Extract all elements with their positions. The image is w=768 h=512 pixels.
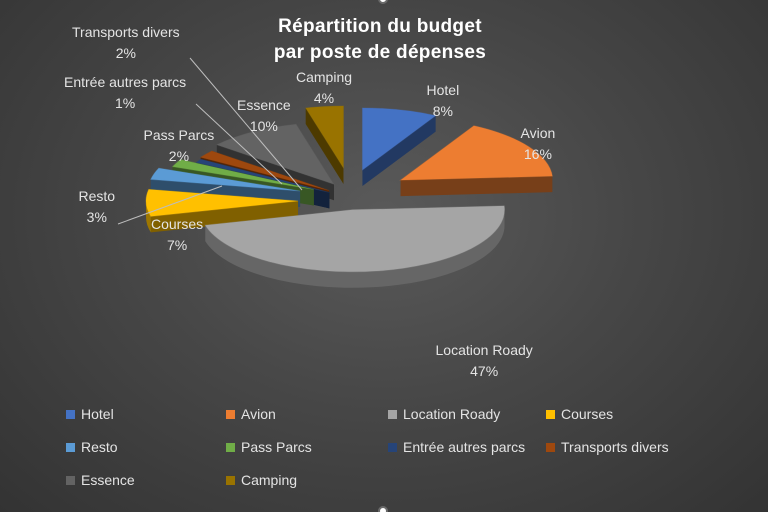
legend-entry-essence: Essence (66, 472, 135, 488)
data-label-pass-parcs: Pass Parcs 2% (144, 125, 215, 167)
data-label-value: 2% (115, 45, 136, 61)
slice-avion-wall (400, 176, 553, 197)
legend-swatch (546, 442, 555, 452)
slice-transports-divers-top (199, 150, 330, 192)
data-label-value: 2% (168, 148, 190, 164)
slice-avion-top (399, 125, 553, 181)
data-label-resto: Resto 3% (79, 186, 116, 228)
slice-location-roady-top (204, 205, 506, 273)
leader-line-resto (117, 185, 223, 225)
data-label-avion: Avion 16% (521, 123, 556, 165)
legend-entry-resto: Resto (66, 439, 118, 455)
legend-swatch (546, 409, 555, 419)
legend-swatch (226, 475, 235, 485)
slice-resto-top (149, 167, 301, 192)
legend-swatch (226, 442, 235, 452)
slice-hotel-wall (362, 115, 436, 186)
legend-label: Location Roady (403, 406, 501, 422)
legend-label: Resto (81, 439, 118, 455)
legend-swatch (388, 442, 397, 452)
data-label-value: 4% (313, 90, 335, 106)
slice-camping-top (304, 105, 344, 170)
legend-entry-avion: Avion (226, 406, 276, 422)
legend-entry-courses: Courses (546, 406, 613, 422)
slice-hotel[interactable] (361, 107, 437, 186)
data-label-category: Essence (237, 97, 291, 113)
slice-courses-side (146, 201, 151, 233)
slice-courses-top (145, 188, 299, 217)
legend-label: Entrée autres parcs (403, 439, 526, 455)
leader-line-transports-divers (189, 57, 303, 191)
data-label-hotel: Hotel 8% (427, 80, 460, 122)
legend-label: Courses (561, 406, 614, 422)
data-label-category: Hotel (426, 82, 460, 98)
legend: Hotel Avion Location Roady Courses Resto Pass… (66, 406, 746, 506)
data-label-essence: Essence 10% (237, 95, 291, 137)
data-label-value: 47% (470, 363, 499, 379)
data-label-category: Entrée autres parcs (64, 74, 187, 90)
slice-location-roady-side (205, 209, 505, 288)
data-label-category: Courses (151, 216, 204, 232)
slice-camping[interactable] (304, 105, 344, 185)
legend-label: Avion (241, 406, 276, 422)
legend-swatch (66, 409, 75, 419)
legend-entry-entree-autres-parcs: Entrée autres parcs (388, 439, 525, 455)
legend-swatch (226, 409, 235, 419)
data-label-value: 8% (432, 103, 453, 119)
data-label-value: 1% (114, 95, 136, 111)
data-label-category: Location Roady (435, 342, 533, 358)
legend-entry-transports-divers: Transports divers (546, 439, 669, 455)
legend-label: Hotel (81, 406, 114, 422)
leader-line-entree-autres-parcs (195, 103, 283, 185)
slice-avion[interactable] (399, 125, 553, 197)
legend-label: Camping (241, 472, 298, 488)
data-label-courses: Courses 7% (151, 214, 203, 256)
legend-label: Pass Parcs (241, 439, 312, 455)
legend-entry-pass-parcs: Pass Parcs (226, 439, 312, 455)
data-label-category: Transports divers (72, 24, 180, 40)
resize-handle-bottom[interactable] (378, 506, 388, 512)
data-label-camping: Camping 4% (296, 67, 352, 109)
legend-swatch (388, 409, 397, 419)
data-label-transports-divers: Transports divers 2% (72, 22, 180, 64)
chart-title: Répartition du budget par poste de dépen… (180, 14, 580, 66)
slice-camping-wall (305, 107, 344, 185)
legend-label: Transports divers (561, 439, 669, 455)
data-label-value: 16% (523, 146, 552, 162)
legend-entry-location-roady: Location Roady (388, 406, 500, 422)
data-label-value: 3% (86, 209, 107, 225)
resize-handle-top[interactable] (378, 0, 388, 4)
legend-entry-hotel: Hotel (66, 406, 114, 422)
legend-entry-camping: Camping (226, 472, 297, 488)
data-label-value: 10% (249, 118, 278, 134)
legend-swatch (66, 442, 75, 452)
slice-pass-parcs-top (171, 159, 314, 190)
slice-courses[interactable] (145, 188, 299, 233)
slice-location-roady[interactable] (204, 205, 506, 288)
legend-swatch (66, 475, 75, 485)
data-label-location-roady: Location Roady 47% (436, 340, 533, 382)
slice-entree-autres-parcs-top (194, 158, 330, 193)
data-label-entree-autres-parcs: Entrée autres parcs 1% (64, 72, 186, 114)
legend-label: Essence (81, 472, 135, 488)
data-label-category: Pass Parcs (143, 127, 215, 143)
data-label-category: Avion (520, 125, 556, 141)
chart-title-line-2: par poste de dépenses (273, 42, 487, 63)
data-label-value: 7% (166, 237, 188, 253)
slice-hotel-top (361, 107, 437, 171)
data-label-category: Resto (78, 188, 116, 204)
chart-title-line-1: Répartition du budget (278, 16, 482, 37)
data-label-category: Camping (296, 69, 353, 85)
